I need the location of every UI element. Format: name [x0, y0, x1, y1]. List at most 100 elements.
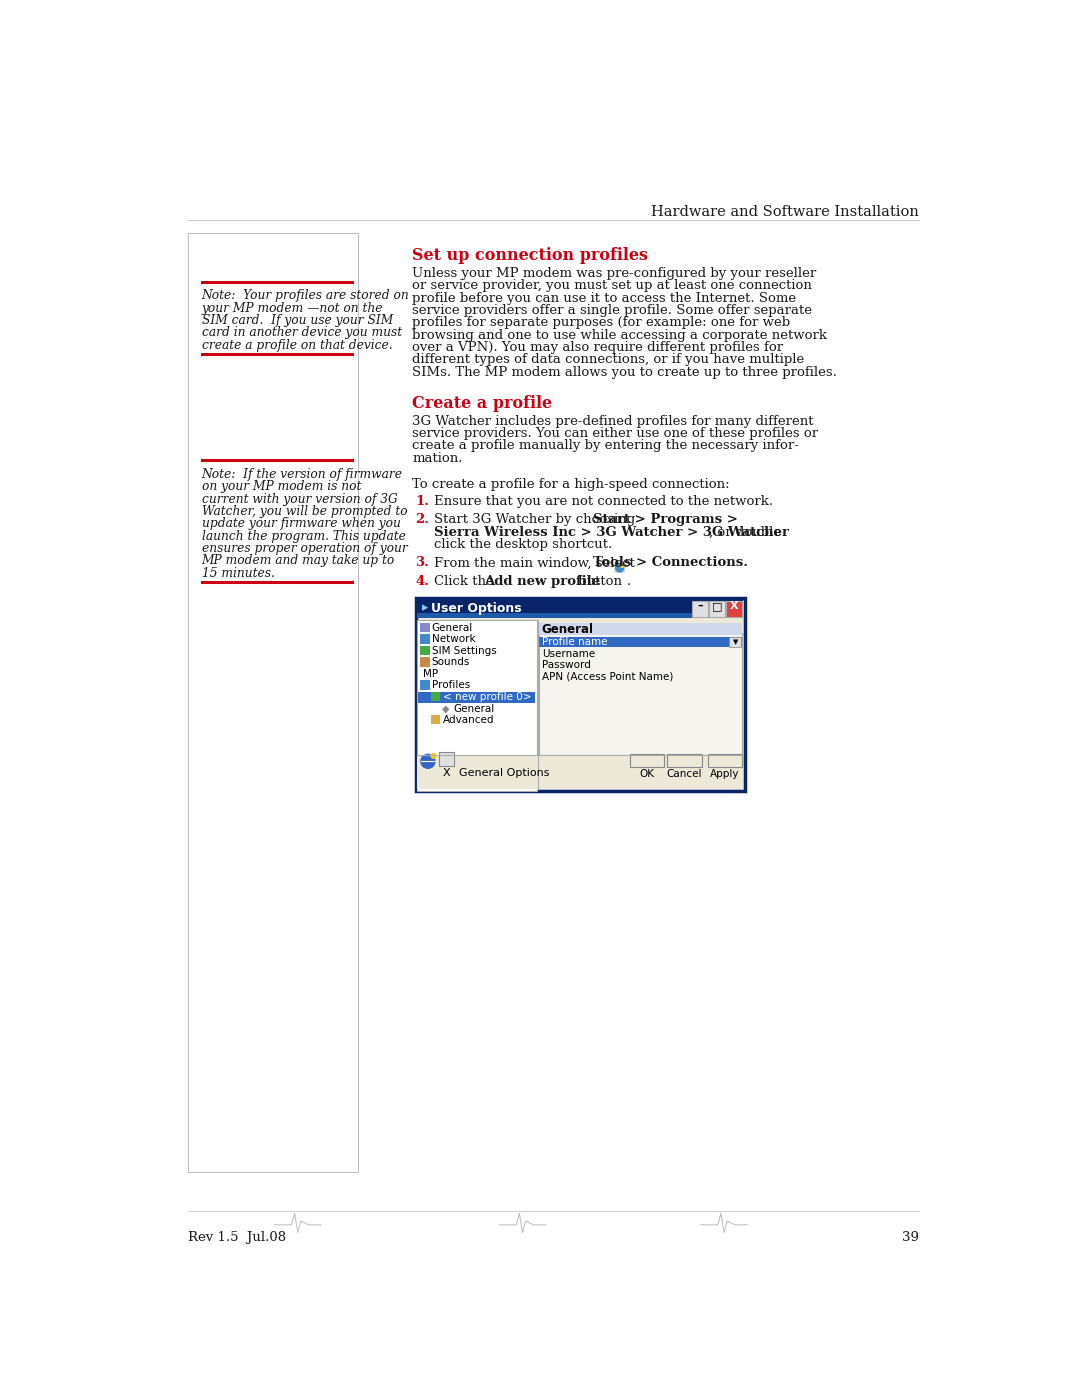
Text: ▸: ▸	[422, 601, 428, 615]
Text: Password: Password	[542, 661, 591, 671]
Bar	[539, 623, 742, 636]
Text: button: button	[573, 576, 626, 588]
Bar	[420, 658, 430, 666]
Bar	[420, 680, 430, 690]
Text: 1.: 1.	[416, 495, 430, 509]
Bar	[729, 637, 741, 647]
Text: Add new profile: Add new profile	[484, 576, 599, 588]
Text: current with your version of 3G: current with your version of 3G	[202, 493, 397, 506]
Text: .: .	[626, 576, 631, 588]
Circle shape	[420, 753, 435, 768]
Text: < new profile 0>: < new profile 0>	[443, 692, 531, 703]
Text: MP modem and may take up to: MP modem and may take up to	[202, 555, 395, 567]
Text: From the main window, select: From the main window, select	[434, 556, 639, 570]
Text: ▼: ▼	[733, 638, 739, 645]
Text: Sierra Wireless Inc > 3G Watcher > 3G Watcher: Sierra Wireless Inc > 3G Watcher > 3G Wa…	[434, 525, 789, 539]
Text: service providers offer a single profile. Some offer separate: service providers offer a single profile…	[413, 305, 812, 317]
Text: Set up connection profiles: Set up connection profiles	[413, 247, 648, 264]
Text: on your MP modem is not: on your MP modem is not	[202, 481, 361, 493]
Text: 15 minutes.: 15 minutes.	[202, 567, 274, 580]
Bar	[417, 613, 743, 617]
Text: Rev 1.5  Jul.08: Rev 1.5 Jul.08	[188, 1231, 286, 1243]
Bar	[727, 601, 742, 616]
Text: 39: 39	[902, 1231, 919, 1243]
Text: SIMs. The MP modem allows you to create up to three profiles.: SIMs. The MP modem allows you to create …	[413, 366, 837, 379]
Text: create a profile manually by entering the necessary infor-: create a profile manually by entering th…	[413, 440, 799, 453]
Circle shape	[430, 753, 436, 759]
Bar	[539, 633, 742, 767]
Text: , or double: , or double	[710, 525, 782, 539]
Text: browsing and one to use while accessing a corporate network: browsing and one to use while accessing …	[413, 328, 827, 342]
Text: Ensure that you are not connected to the network.: Ensure that you are not connected to the…	[434, 495, 773, 509]
Text: To create a profile for a high-speed connection:: To create a profile for a high-speed con…	[413, 478, 730, 490]
Text: Username: Username	[542, 648, 595, 659]
Text: your MP modem —not on the: your MP modem —not on the	[202, 302, 383, 314]
Text: Advanced: Advanced	[443, 715, 495, 725]
Bar	[438, 752, 455, 766]
Text: over a VPN). You may also require different profiles for: over a VPN). You may also require differ…	[413, 341, 784, 353]
Text: Click the: Click the	[434, 576, 498, 588]
Bar	[417, 599, 743, 617]
Text: Profiles: Profiles	[432, 680, 470, 690]
Bar	[710, 601, 725, 616]
Bar	[420, 645, 430, 655]
Text: card in another device you must: card in another device you must	[202, 327, 402, 339]
Text: SIM card.  If you use your SIM: SIM card. If you use your SIM	[202, 314, 393, 327]
Text: 3.: 3.	[416, 556, 430, 570]
Text: update your firmware when you: update your firmware when you	[202, 517, 401, 531]
Text: launch the program. This update: launch the program. This update	[202, 529, 405, 542]
Text: 4.: 4.	[416, 576, 430, 588]
Text: Cancel: Cancel	[666, 770, 702, 780]
Bar	[418, 692, 535, 703]
Bar	[188, 233, 359, 1172]
Bar	[431, 715, 441, 725]
Text: create a profile on that device.: create a profile on that device.	[202, 338, 392, 352]
Text: Apply: Apply	[710, 770, 740, 780]
Bar	[667, 753, 702, 767]
Text: 3G Watcher includes pre-defined profiles for many different: 3G Watcher includes pre-defined profiles…	[413, 415, 814, 427]
Text: Unless your MP modem was pre-configured by your reseller: Unless your MP modem was pre-configured …	[413, 267, 816, 279]
Text: Start 3G Watcher by choosing: Start 3G Watcher by choosing	[434, 513, 639, 527]
Bar	[539, 637, 742, 647]
Text: mation.: mation.	[413, 451, 463, 465]
Text: X: X	[730, 601, 739, 610]
Text: profiles for separate purposes (for example: one for web: profiles for separate purposes (for exam…	[413, 316, 791, 330]
Bar	[631, 753, 664, 767]
Text: Watcher, you will be prompted to: Watcher, you will be prompted to	[202, 504, 407, 518]
Text: General: General	[542, 623, 594, 636]
Text: OK: OK	[639, 770, 654, 780]
Text: Note:  Your profiles are stored on: Note: Your profiles are stored on	[202, 289, 409, 302]
Text: –: –	[698, 601, 703, 610]
Text: Hardware and Software Installation: Hardware and Software Installation	[651, 204, 919, 218]
Text: Tools > Connections.: Tools > Connections.	[593, 556, 748, 570]
Bar	[417, 756, 743, 789]
Text: SIM Settings: SIM Settings	[432, 645, 497, 655]
Text: MP: MP	[423, 669, 438, 679]
Text: General: General	[432, 623, 473, 633]
Bar	[416, 598, 745, 791]
Circle shape	[620, 563, 624, 569]
Text: different types of data connections, or if you have multiple: different types of data connections, or …	[413, 353, 805, 366]
Text: Note:  If the version of firmware: Note: If the version of firmware	[202, 468, 403, 481]
Text: APN (Access Point Name): APN (Access Point Name)	[542, 672, 673, 682]
Text: □: □	[712, 601, 723, 610]
Bar	[420, 623, 430, 631]
Text: Profile name: Profile name	[542, 637, 607, 647]
Bar	[417, 620, 537, 791]
Text: General Options: General Options	[459, 768, 550, 778]
Text: 2.: 2.	[416, 513, 430, 527]
Text: Sounds: Sounds	[432, 658, 470, 668]
Bar	[692, 601, 707, 616]
Bar	[431, 692, 441, 701]
Text: or service provider, you must set up at least one connection: or service provider, you must set up at …	[413, 279, 812, 292]
Text: Create a profile: Create a profile	[413, 395, 553, 412]
Text: click the desktop shortcut.: click the desktop shortcut.	[434, 538, 612, 550]
Circle shape	[615, 563, 624, 573]
Text: Network: Network	[432, 634, 475, 644]
Bar	[420, 634, 430, 644]
Text: Start > Programs >: Start > Programs >	[593, 513, 739, 527]
Text: profile before you can use it to access the Internet. Some: profile before you can use it to access …	[413, 292, 797, 305]
Text: User Options: User Options	[431, 602, 522, 615]
Text: service providers. You can either use one of these profiles or: service providers. You can either use on…	[413, 427, 819, 440]
Bar	[615, 563, 625, 573]
